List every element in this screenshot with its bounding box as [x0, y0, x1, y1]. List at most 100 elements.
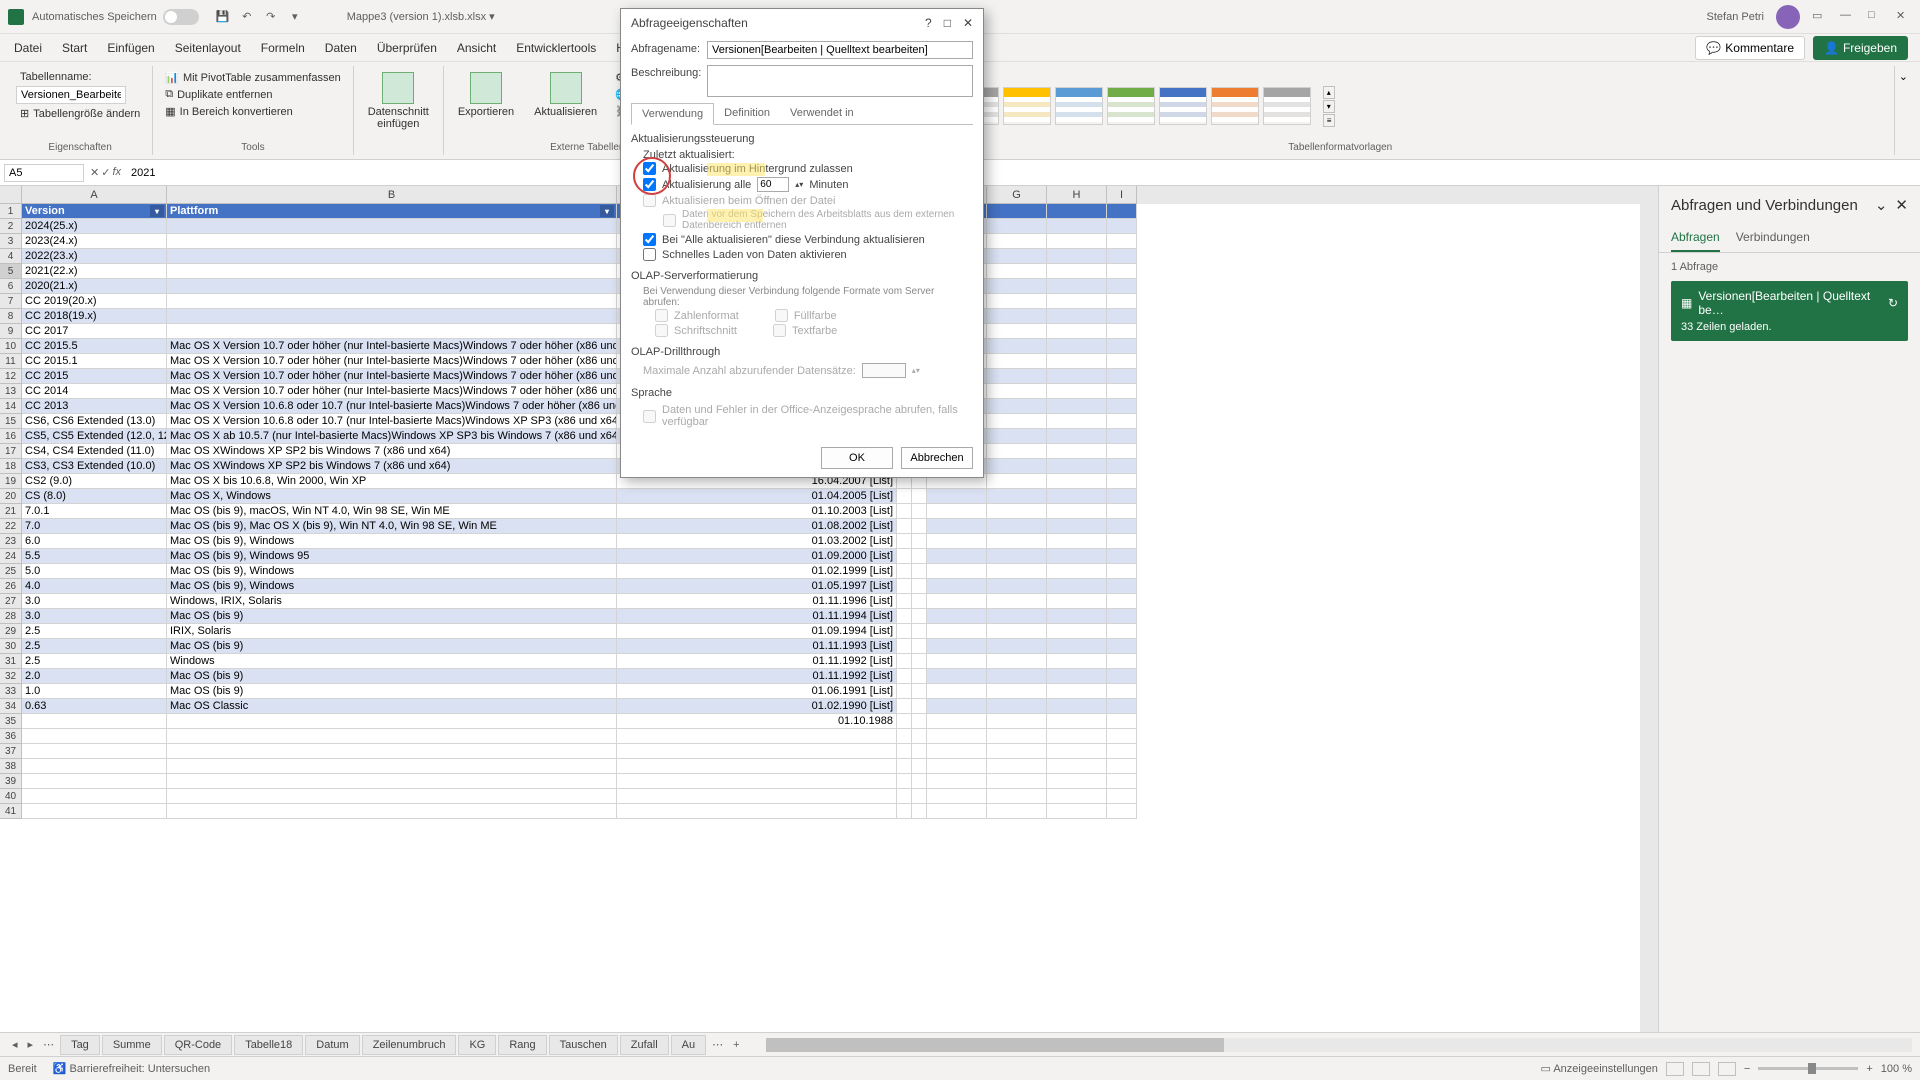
row-header[interactable]: 3 — [0, 234, 22, 249]
cell[interactable] — [617, 804, 897, 819]
cell[interactable] — [1107, 804, 1137, 819]
cell[interactable] — [927, 609, 987, 624]
cell[interactable] — [1047, 294, 1107, 309]
cell[interactable]: Mac OS (bis 9) — [167, 684, 617, 699]
row-header[interactable]: 12 — [0, 369, 22, 384]
cell[interactable] — [1047, 279, 1107, 294]
cell[interactable]: Windows — [167, 654, 617, 669]
display-settings[interactable]: ▭ Anzeigeeinstellungen — [1540, 1062, 1657, 1075]
ribbon-tab[interactable]: Datei — [12, 37, 44, 59]
cell[interactable] — [927, 789, 987, 804]
sheet-tab[interactable]: Summe — [102, 1035, 162, 1055]
cell[interactable] — [1047, 789, 1107, 804]
ribbon-tab[interactable]: Daten — [323, 37, 359, 59]
cell[interactable]: Mac OS X bis 10.6.8, Win 2000, Win XP — [167, 474, 617, 489]
cell[interactable] — [987, 654, 1047, 669]
cell[interactable]: Mac OS X Version 10.7 oder höher (nur In… — [167, 354, 617, 369]
cell[interactable] — [1047, 594, 1107, 609]
cell[interactable] — [897, 594, 912, 609]
cell[interactable] — [987, 234, 1047, 249]
cell[interactable] — [1047, 354, 1107, 369]
view-normal-icon[interactable] — [1666, 1062, 1684, 1076]
cell[interactable]: 01.06.1991 [List] — [617, 684, 897, 699]
cell[interactable] — [1047, 249, 1107, 264]
cell[interactable] — [927, 549, 987, 564]
cell[interactable] — [897, 669, 912, 684]
table-row[interactable]: 38 — [0, 759, 1640, 774]
row-header[interactable]: 5 — [0, 264, 22, 279]
cell[interactable] — [22, 774, 167, 789]
table-style-swatch[interactable] — [1211, 87, 1259, 125]
cell[interactable] — [617, 744, 897, 759]
sheet-tab[interactable]: Datum — [305, 1035, 359, 1055]
cell[interactable] — [167, 324, 617, 339]
cell[interactable]: 6.0 — [22, 534, 167, 549]
cell[interactable] — [1107, 234, 1137, 249]
cell[interactable] — [927, 729, 987, 744]
cell[interactable]: Mac OS (bis 9), macOS, Win NT 4.0, Win 9… — [167, 504, 617, 519]
cell[interactable]: Mac OS X Version 10.7 oder höher (nur In… — [167, 339, 617, 354]
cell[interactable]: 3.0 — [22, 594, 167, 609]
cell[interactable] — [1047, 699, 1107, 714]
cell[interactable]: 01.09.1994 [List] — [617, 624, 897, 639]
table-style-swatch[interactable] — [1055, 87, 1103, 125]
cell[interactable] — [912, 609, 927, 624]
cell[interactable] — [912, 504, 927, 519]
cell[interactable] — [987, 729, 1047, 744]
pivot-summarize[interactable]: 📊Mit PivotTable zusammenfassen — [161, 70, 344, 85]
row-header[interactable]: 15 — [0, 414, 22, 429]
query-item[interactable]: ▦Versionen[Bearbeiten | Quelltext be…↻ 3… — [1671, 281, 1908, 341]
cell[interactable]: Mac OS (bis 9), Mac OS X (bis 9), Win NT… — [167, 519, 617, 534]
cell[interactable]: 01.02.1990 [List] — [617, 699, 897, 714]
cell[interactable] — [987, 384, 1047, 399]
cell[interactable] — [912, 729, 927, 744]
cell[interactable] — [1047, 504, 1107, 519]
cell[interactable]: Mac OS XWindows XP SP2 bis Windows 7 (x8… — [167, 444, 617, 459]
cell[interactable] — [1047, 459, 1107, 474]
cell[interactable] — [912, 579, 927, 594]
cancel-button[interactable]: Abbrechen — [901, 447, 973, 469]
cell[interactable]: 2.5 — [22, 624, 167, 639]
cell[interactable] — [1047, 759, 1107, 774]
cell[interactable]: 01.05.1997 [List] — [617, 579, 897, 594]
cell[interactable] — [167, 249, 617, 264]
cell[interactable]: CS2 (9.0) — [22, 474, 167, 489]
table-style-swatch[interactable] — [1263, 87, 1311, 125]
row-header[interactable]: 7 — [0, 294, 22, 309]
autosave-toggle[interactable] — [163, 9, 199, 25]
cell[interactable] — [927, 579, 987, 594]
cell[interactable] — [1107, 219, 1137, 234]
redo-icon[interactable]: ↷ — [263, 9, 279, 25]
row-header[interactable]: 29 — [0, 624, 22, 639]
row-header[interactable]: 35 — [0, 714, 22, 729]
cell[interactable] — [897, 624, 912, 639]
cell[interactable] — [897, 744, 912, 759]
table-row[interactable]: 227.0Mac OS (bis 9), Mac OS X (bis 9), W… — [0, 519, 1640, 534]
cell[interactable] — [927, 504, 987, 519]
cell[interactable] — [987, 399, 1047, 414]
cell[interactable] — [1047, 654, 1107, 669]
cell[interactable]: 2021(22.x) — [22, 264, 167, 279]
cell[interactable] — [617, 774, 897, 789]
cell[interactable]: 2.5 — [22, 639, 167, 654]
chk-background-refresh[interactable]: Aktualisierung im Hintergrund zulassen — [631, 161, 973, 176]
cell[interactable] — [987, 459, 1047, 474]
pane-close-icon[interactable]: ✕ — [1895, 196, 1908, 214]
cell[interactable] — [987, 639, 1047, 654]
cell[interactable] — [1047, 489, 1107, 504]
table-row[interactable]: 322.0Mac OS (bis 9)01.11.1992 [List] — [0, 669, 1640, 684]
cell[interactable] — [987, 219, 1047, 234]
table-style-swatch[interactable] — [1159, 87, 1207, 125]
chk-refresh-all[interactable]: Bei "Alle aktualisieren" diese Verbindun… — [631, 232, 973, 247]
cell[interactable] — [897, 684, 912, 699]
ribbon-tab[interactable]: Entwicklertools — [514, 37, 598, 59]
name-box[interactable] — [4, 164, 84, 182]
row-header[interactable]: 19 — [0, 474, 22, 489]
horizontal-scrollbar[interactable] — [766, 1038, 1912, 1052]
gallery-down-icon[interactable]: ▾ — [1323, 100, 1336, 113]
cell[interactable] — [1107, 579, 1137, 594]
cell[interactable] — [1047, 684, 1107, 699]
cell[interactable] — [927, 684, 987, 699]
cell[interactable]: CC 2015.5 — [22, 339, 167, 354]
column-header[interactable]: H — [1047, 186, 1107, 204]
